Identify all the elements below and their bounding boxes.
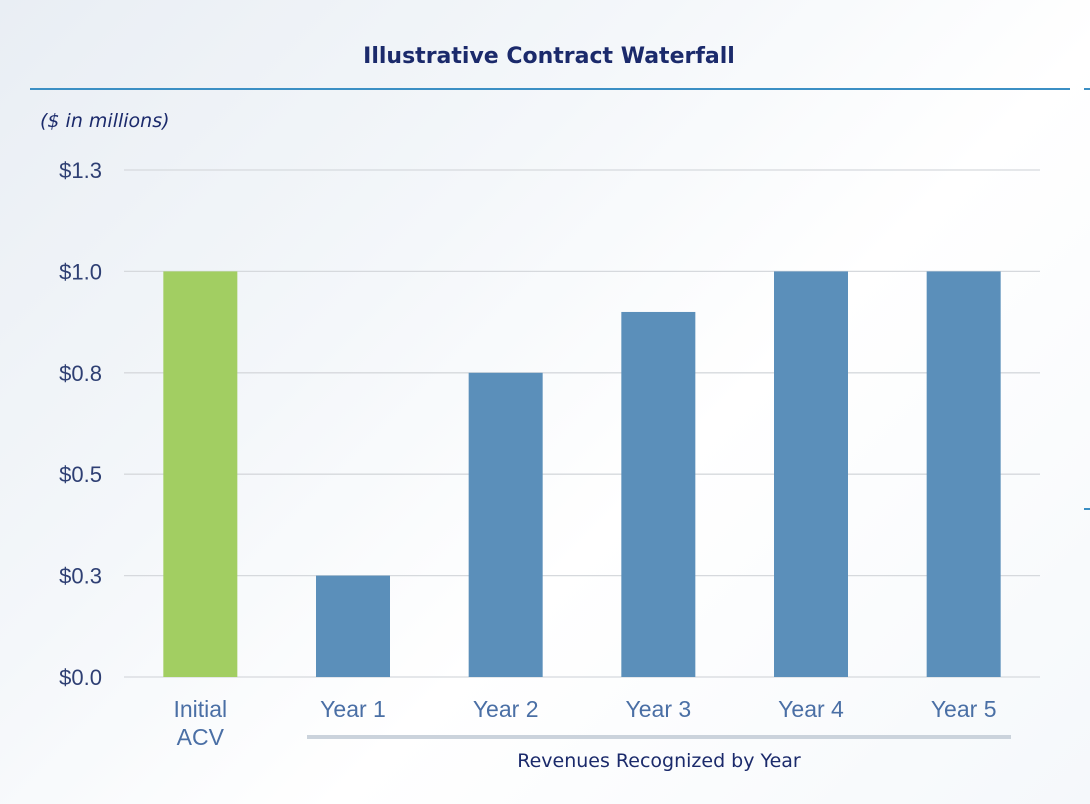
bar <box>621 311 696 677</box>
x-tick-label: Year 4 <box>778 696 844 722</box>
units-label: ($ in millions) <box>40 110 170 132</box>
y-tick-label: $0.3 <box>59 564 102 589</box>
x-tick-label: Year 3 <box>626 696 692 722</box>
x-tick-label: Year 1 <box>320 696 386 722</box>
x-tick-label: ACV <box>177 724 225 750</box>
bar <box>926 271 1001 677</box>
y-tick-label: $0.8 <box>59 361 102 386</box>
x-tick-label: Initial <box>173 696 227 722</box>
title-divider <box>30 88 1070 90</box>
bar <box>316 575 390 677</box>
bar <box>774 271 848 677</box>
bar <box>163 271 238 677</box>
edge-mark-middle <box>1084 508 1090 510</box>
y-tick-label: $0.5 <box>59 462 102 487</box>
y-tick-label: $1.3 <box>59 158 102 183</box>
bar <box>468 372 543 677</box>
x-tick-label: Year 5 <box>931 696 997 722</box>
year-group-label: Revenues Recognized by Year <box>517 750 801 772</box>
x-tick-label: Year 2 <box>473 696 539 722</box>
edge-mark-top <box>1084 88 1090 90</box>
y-tick-label: $0.0 <box>59 665 102 690</box>
year-group-bracket <box>307 735 1011 739</box>
y-tick-label: $1.0 <box>59 259 102 284</box>
chart-title: Illustrative Contract Waterfall <box>363 44 735 69</box>
